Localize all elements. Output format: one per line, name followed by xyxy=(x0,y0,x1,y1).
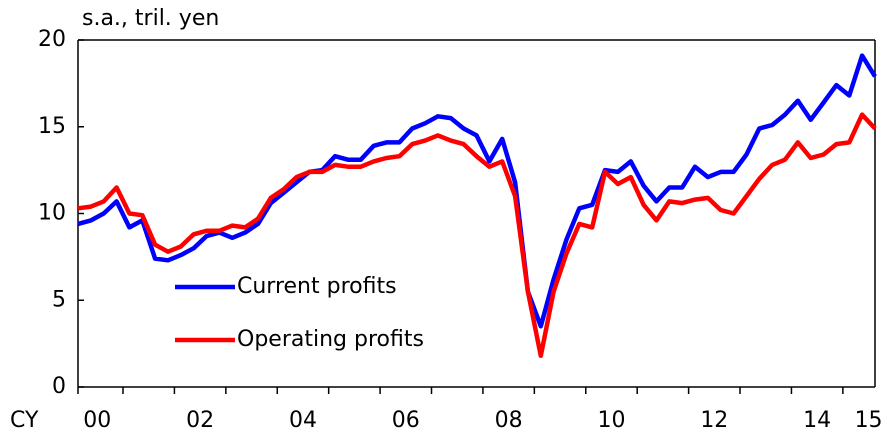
x-tick-label: 10 xyxy=(597,408,625,433)
x-axis-label: CY xyxy=(10,408,39,433)
y-tick-label: 0 xyxy=(52,374,66,399)
legend-label: Operating profits xyxy=(237,327,424,352)
x-tick-label: 12 xyxy=(700,408,728,433)
x-tick-label: 04 xyxy=(289,408,317,433)
line-series xyxy=(77,53,877,329)
y-tick-label: 5 xyxy=(52,287,66,312)
y-tick-label: 20 xyxy=(38,27,66,52)
x-tick-label: 08 xyxy=(495,408,523,433)
x-tick-label: 06 xyxy=(392,408,420,433)
x-tick-label: 02 xyxy=(186,408,214,433)
x-tick-label: 14 xyxy=(803,408,831,433)
x-tick-label: 00 xyxy=(83,408,111,433)
line-series xyxy=(77,112,877,359)
y-tick-label: 15 xyxy=(38,114,66,139)
y-tick-label: 10 xyxy=(38,201,66,226)
chart-title: s.a., tril. yen xyxy=(82,6,219,31)
x-tick-label: 15 xyxy=(855,408,883,433)
legend-label: Current profits xyxy=(237,274,397,299)
